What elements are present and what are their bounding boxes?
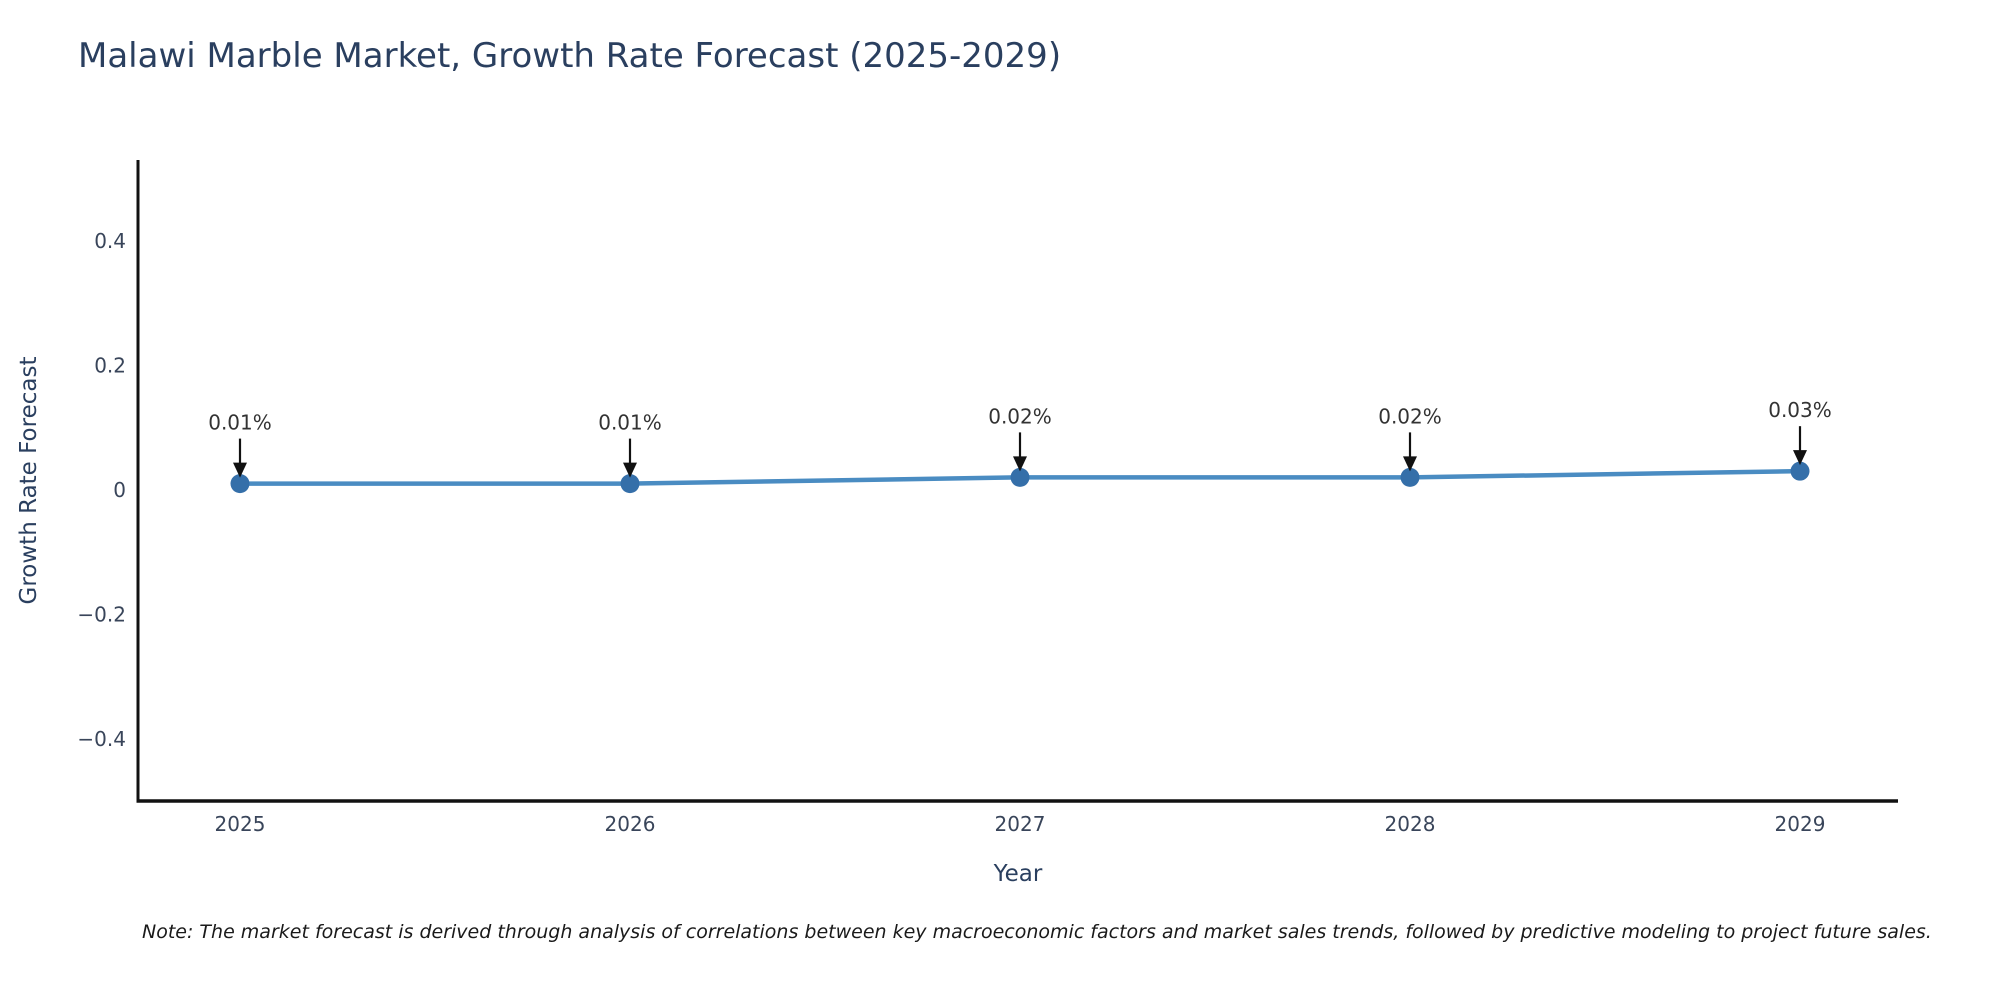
- y-tick-label: −0.4: [77, 727, 126, 751]
- y-tick-label: −0.2: [77, 602, 126, 626]
- data-point-marker: [620, 474, 640, 494]
- data-point-marker: [1010, 467, 1030, 487]
- point-annotation-label: 0.02%: [1378, 404, 1442, 428]
- point-annotation-label: 0.03%: [1768, 398, 1832, 422]
- annotation-arrowhead-icon: [623, 462, 637, 478]
- y-tick-label: 0.4: [94, 229, 126, 253]
- point-annotation-label: 0.02%: [988, 404, 1052, 428]
- y-axis-title: Growth Rate Forecast: [16, 357, 42, 605]
- annotation-arrowhead-icon: [233, 462, 247, 478]
- point-annotation-label: 0.01%: [208, 411, 272, 435]
- data-point-marker: [1790, 461, 1810, 481]
- x-axis-title: Year: [993, 861, 1043, 887]
- x-tick-label: 2027: [995, 812, 1046, 836]
- y-tick-label: 0: [113, 478, 126, 502]
- chart-title: Malawi Marble Market, Growth Rate Foreca…: [78, 36, 1062, 76]
- annotation-arrowhead-icon: [1403, 456, 1417, 472]
- chart-footnote: Note: The market forecast is derived thr…: [142, 921, 1932, 943]
- annotation-arrowhead-icon: [1793, 450, 1807, 466]
- x-tick-label: 2028: [1385, 812, 1436, 836]
- annotation-arrowhead-icon: [1013, 456, 1027, 472]
- point-annotation-label: 0.01%: [598, 411, 662, 435]
- data-point-marker: [230, 474, 250, 494]
- x-tick-label: 2026: [605, 812, 656, 836]
- chart-canvas: 0.4 0.2 0 −0.2 −0.4 2025 2026 2027 2028 2029 Year G…: [16, 160, 1898, 887]
- data-point-marker: [1400, 467, 1420, 487]
- x-tick-label: 2025: [215, 812, 266, 836]
- x-tick-label: 2029: [1775, 812, 1826, 836]
- y-tick-label: 0.2: [94, 353, 126, 377]
